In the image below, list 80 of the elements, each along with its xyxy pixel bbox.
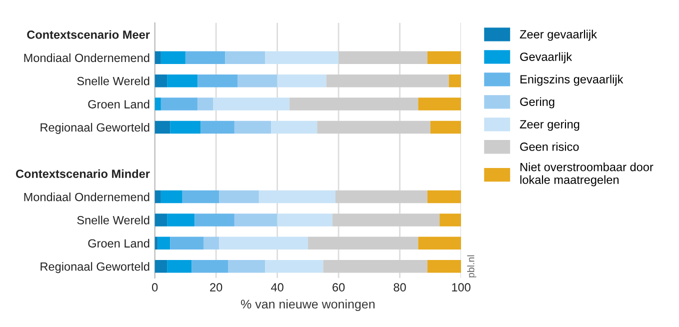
bar (154, 51, 161, 64)
y-tick-label: Regionaal Geworteld (40, 262, 150, 274)
legend-label: Geen risico (520, 142, 579, 151)
bar (154, 120, 170, 134)
legend-label: Gering (520, 97, 554, 108)
bar (185, 51, 226, 64)
bar (154, 74, 168, 88)
bar (427, 260, 462, 273)
bar (277, 214, 332, 226)
bar (234, 120, 272, 134)
bar (440, 214, 462, 226)
bar (225, 51, 266, 64)
bar (277, 74, 326, 88)
bar (271, 120, 318, 134)
bar (212, 98, 290, 110)
x-tick-label: 20 (210, 283, 222, 292)
bar (219, 190, 259, 204)
bar (265, 51, 339, 64)
bar (290, 98, 418, 110)
bar (154, 214, 168, 226)
bar (204, 236, 220, 250)
legend-label: Gevaarlijk (520, 52, 572, 64)
legend-label: Niet overstroombaar door lokale maatregelen (520, 162, 654, 186)
bar (170, 236, 204, 250)
bar (170, 120, 201, 134)
bar (154, 260, 168, 273)
legend-label: Zeer gevaarlijk (520, 30, 597, 41)
bar (154, 190, 161, 204)
y-tick-label: Regionaal Geworteld (40, 122, 150, 134)
bar (160, 51, 186, 64)
y-tick-label: Snelle Wereld (77, 76, 150, 86)
x-tick-label: 60 (332, 283, 345, 292)
bar (237, 74, 278, 88)
x-axis-title: % van nieuwe woningen (240, 299, 375, 312)
bar (154, 236, 158, 250)
bar (167, 260, 192, 273)
x-tick-label: 0 (152, 283, 158, 292)
bar (317, 120, 430, 134)
y-tick-label: Contextscenario Meer (27, 30, 150, 39)
bar (326, 74, 449, 88)
bar (335, 190, 428, 204)
x-tick-label: 40 (271, 283, 284, 292)
y-tick-label: Mondiaal Ondernemend (24, 192, 150, 202)
y-tick-label: Snelle Wereld (77, 216, 150, 224)
bar (418, 98, 462, 110)
bar (160, 98, 198, 110)
bar (265, 260, 324, 273)
text: pbl.nl (467, 255, 476, 278)
bar (448, 74, 462, 88)
bar (160, 190, 182, 204)
bar (427, 190, 462, 204)
bar (234, 214, 278, 226)
x-tick-label: 80 (394, 283, 406, 292)
bar (228, 260, 266, 273)
y-tick-label: Groen Land (88, 238, 150, 248)
bar (167, 74, 198, 88)
bar (219, 236, 308, 250)
legend-label: Zeer gering (520, 120, 580, 131)
bar (323, 260, 428, 273)
bar (154, 98, 161, 110)
bar (427, 51, 462, 64)
bar (192, 260, 228, 273)
bar (194, 214, 234, 226)
bar (198, 74, 238, 88)
bar (258, 190, 336, 204)
bar (167, 214, 195, 226)
bar (198, 98, 213, 110)
bar (338, 51, 428, 64)
y-tick-label: Mondiaal Ondernemend (24, 53, 150, 62)
bar (200, 120, 234, 134)
bar (418, 236, 462, 250)
bar (158, 236, 170, 250)
bar (182, 190, 220, 204)
bar (430, 120, 462, 134)
y-tick-label: Groen Land (88, 100, 150, 108)
y-tick-label: Contextscenario Minder (16, 169, 150, 178)
bar (308, 236, 418, 250)
bar (332, 214, 440, 226)
legend-label: Enigszins gevaarlijk (520, 74, 624, 86)
x-tick-label: 100 (452, 283, 470, 292)
